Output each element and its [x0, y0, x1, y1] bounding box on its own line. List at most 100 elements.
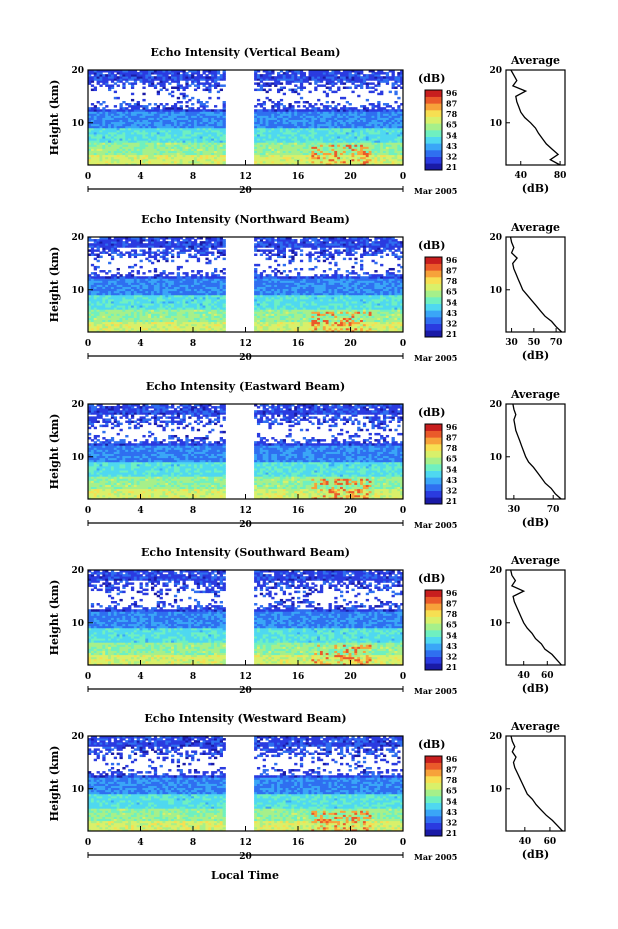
heatmap-cell [385, 82, 390, 85]
heatmap-cell [179, 113, 183, 116]
heatmap-cell [116, 113, 120, 116]
heatmap-cell [351, 119, 355, 123]
heatmap-cell [202, 307, 206, 310]
heatmap-cell [385, 307, 390, 310]
heatmap-cell [88, 107, 92, 110]
heatmap-cell [88, 115, 92, 118]
heatmap-cell [397, 321, 401, 325]
heatmap-cell [125, 146, 129, 149]
heatmap-cell [102, 131, 106, 135]
heatmap-cell [168, 140, 172, 143]
heatmap-cell [374, 84, 378, 87]
heatmap-cell [274, 119, 278, 123]
heatmap-cell [377, 158, 381, 162]
heatmap-cell [165, 123, 169, 127]
heatmap-cell [288, 115, 292, 118]
heatmap-cell [128, 103, 132, 106]
heatmap-cell [165, 127, 169, 131]
heatmap-cell [211, 70, 215, 73]
heatmap-cell [385, 152, 390, 156]
heatmap-cell [365, 82, 370, 85]
heatmap-cell [400, 131, 404, 135]
heatmap-cell [274, 305, 278, 308]
heatmap-cell [380, 144, 384, 147]
heatmap-cell [119, 136, 123, 139]
heatmap-cell [388, 70, 392, 73]
heatmap-cell [208, 121, 212, 125]
heatmap-cell [208, 309, 212, 312]
heatmap-cell [365, 78, 370, 81]
heatmap-cell [110, 109, 115, 112]
heatmap-cell [377, 315, 381, 318]
heatmap-cell [311, 150, 315, 154]
heatmap-cell [325, 82, 329, 85]
heatmap-cell [171, 146, 175, 149]
heatmap-cell [291, 117, 295, 120]
heatmap-cell [216, 307, 221, 310]
heatmap-cell [188, 146, 192, 149]
heatmap-cell [182, 152, 186, 156]
heatmap-cell [90, 303, 95, 306]
heatmap-cell [110, 319, 115, 323]
heatmap-cell [202, 313, 206, 316]
heatmap-cell [191, 156, 195, 160]
heatmap-cell [365, 311, 370, 314]
heatmap-cell [351, 319, 355, 323]
heatmap-cell [88, 317, 92, 321]
heatmap-cell [222, 129, 226, 133]
heatmap-cell [105, 131, 109, 135]
heatmap-cell [211, 319, 215, 323]
heatmap-cell [128, 305, 132, 308]
heatmap-cell [122, 100, 126, 104]
colorbar-tick-label: 87 [446, 99, 457, 109]
heatmap-cell [302, 131, 307, 135]
heatmap-cell [179, 86, 183, 89]
heatmap-cell [93, 160, 97, 164]
heatmap-cell [297, 72, 301, 75]
heatmap-cell [328, 117, 332, 120]
heatmap-cell [145, 117, 149, 120]
heatmap-cell [168, 307, 172, 310]
heatmap-cell [125, 136, 129, 139]
heatmap-cell [265, 119, 269, 123]
heatmap-cell [122, 72, 126, 75]
heatmap-cell [202, 111, 206, 114]
heatmap-cell [88, 113, 92, 116]
heatmap-cell [317, 142, 321, 145]
heatmap-cell [88, 158, 92, 162]
heatmap-cell [325, 315, 329, 318]
heatmap-cell [162, 160, 166, 164]
heatmap-cell [397, 115, 401, 118]
heatmap-cell [93, 125, 97, 129]
heatmap-cell [277, 103, 281, 106]
x-tick-label: 12 [239, 172, 252, 182]
heatmap-cell [371, 123, 375, 127]
heatmap-cell [159, 305, 163, 308]
heatmap-cell [193, 321, 198, 325]
heatmap-cell [357, 131, 361, 135]
heatmap-cell [348, 313, 352, 316]
heatmap-cell [99, 154, 103, 158]
heatmap-cell [108, 160, 112, 164]
heatmap-cell [294, 162, 298, 166]
heatmap-cell [302, 156, 307, 160]
heatmap-cell [271, 321, 275, 325]
heatmap-cell [145, 148, 149, 151]
heatmap-cell [179, 74, 183, 77]
heatmap-cell [282, 158, 286, 162]
heatmap-cell [136, 148, 140, 151]
heatmap-cell [196, 305, 201, 308]
heatmap-cell [171, 303, 175, 306]
heatmap-cell [259, 319, 264, 323]
heatmap-cell [391, 317, 395, 321]
heatmap-cell [188, 138, 192, 141]
heatmap-cell [193, 119, 198, 123]
heatmap-cell [165, 162, 169, 166]
heatmap-cell [188, 323, 192, 327]
heatmap-cell [279, 117, 284, 120]
heatmap-cell [342, 134, 347, 137]
heatmap-cell [282, 105, 286, 108]
heatmap-cell [308, 150, 312, 154]
heatmap-cell [400, 325, 404, 329]
heatmap-cell [268, 115, 272, 118]
